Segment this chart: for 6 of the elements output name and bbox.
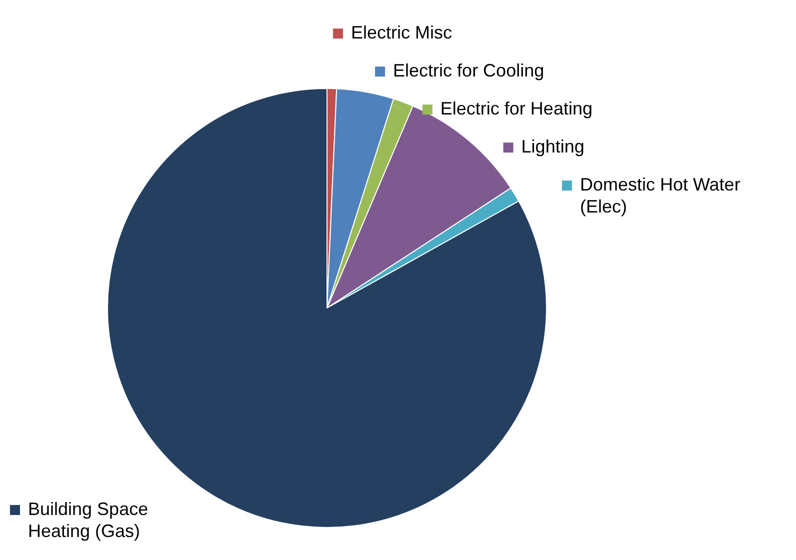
legend-label: Electric Misc xyxy=(351,22,452,43)
legend-label: Building Space Heating (Gas) xyxy=(28,498,148,541)
legend-label: Domestic Hot Water (Elec) xyxy=(580,174,740,217)
legend-label: Lighting xyxy=(521,136,584,157)
legend-label: Electric for Heating xyxy=(440,98,592,119)
legend-label: Electric for Cooling xyxy=(393,60,544,81)
